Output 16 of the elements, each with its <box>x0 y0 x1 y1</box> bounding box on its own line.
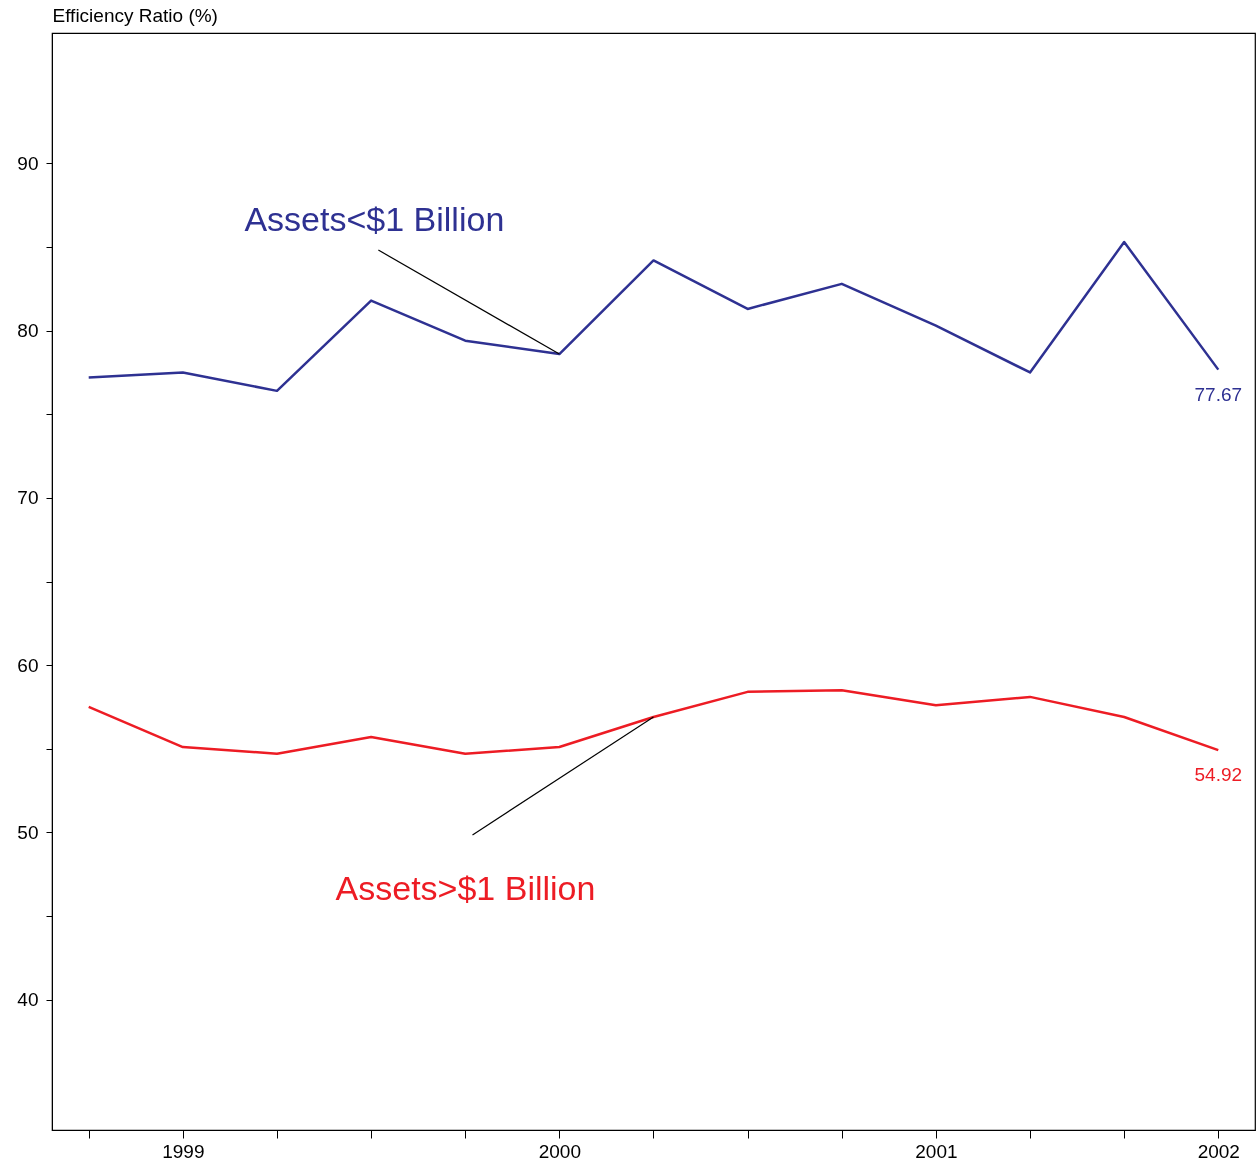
data-label: 77.67 <box>1194 383 1243 405</box>
line-series <box>87 688 1220 755</box>
y-tick-label: 80 <box>17 320 39 342</box>
y-tick-label: 70 <box>17 487 39 509</box>
text: Assets<$1 Billion <box>244 200 505 239</box>
y-tick-label: 40 <box>17 989 39 1011</box>
y-tick-label: 60 <box>17 654 39 676</box>
y-axis-title: Efficiency Ratio (%) <box>52 4 218 26</box>
x-tick-label: 2001 <box>915 1140 958 1162</box>
x-tick-label: 2000 <box>538 1140 582 1162</box>
data-label: 54.92 <box>1194 764 1243 786</box>
x-tick-label: 2002 <box>1197 1140 1240 1162</box>
y-tick-label: 50 <box>17 821 39 843</box>
y-tick-label: 90 <box>17 152 39 174</box>
text: Assets>$1 Billion <box>335 868 596 907</box>
x-tick-label: 1999 <box>162 1140 205 1162</box>
